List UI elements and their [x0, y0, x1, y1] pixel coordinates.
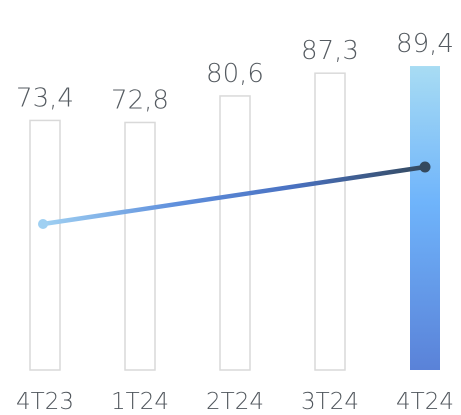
- category-label-1T24: 1T24: [111, 389, 169, 415]
- trend-line-group: [38, 161, 431, 229]
- value-labels-group: 73,4 72,8 80,6 87,3 89,4: [16, 29, 454, 115]
- value-label-3T24: 87,3: [301, 36, 359, 66]
- category-label-2T24: 2T24: [206, 389, 264, 415]
- value-label-2T24: 80,6: [206, 59, 264, 89]
- bar-3T24: [314, 72, 346, 371]
- bar-4T23: [29, 119, 61, 371]
- bar-2T24: [219, 95, 251, 371]
- bars-group: [29, 66, 440, 371]
- category-label-4T24: 4T24: [396, 389, 454, 415]
- value-label-4T24: 89,4: [396, 29, 454, 59]
- category-label-4T23: 4T23: [16, 389, 74, 415]
- category-label-3T24: 3T24: [301, 389, 359, 415]
- bar-4T24: [410, 66, 440, 370]
- bar-1T24: [124, 121, 156, 371]
- value-label-1T24: 72,8: [111, 85, 169, 115]
- trend-line: [40, 164, 428, 227]
- value-label-4T23: 73,4: [16, 83, 74, 113]
- trend-line-start-point: [38, 219, 48, 229]
- category-labels-group: 4T23 1T24 2T24 3T24 4T24: [16, 389, 454, 415]
- trend-line-end-point: [419, 161, 431, 173]
